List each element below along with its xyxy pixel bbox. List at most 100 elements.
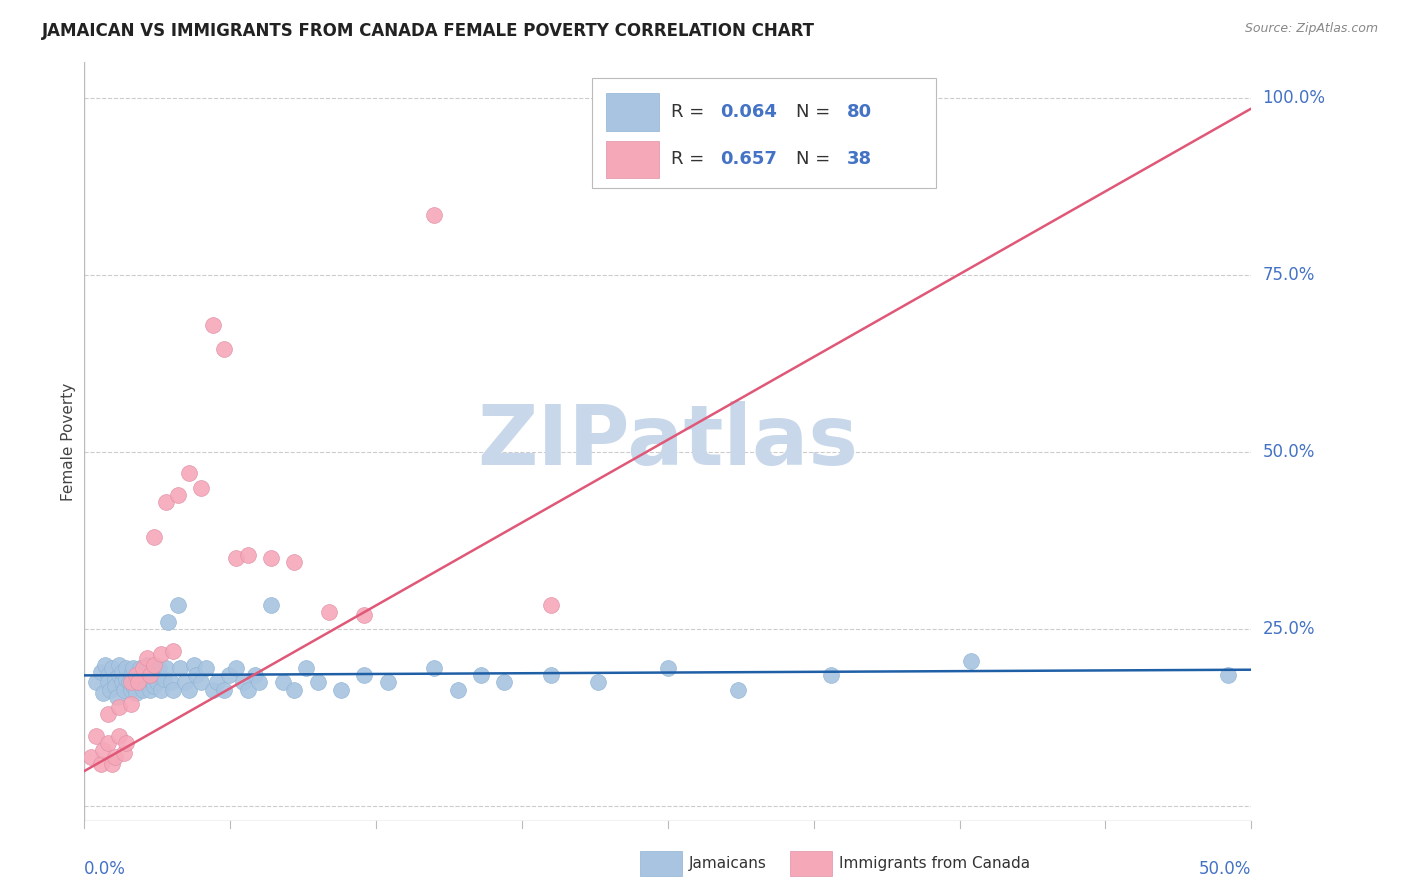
Point (108, 729, 131, 743)
Point (143, 679, 166, 693)
FancyBboxPatch shape (592, 78, 936, 187)
Point (115, 672, 138, 686)
Point (129, 661, 152, 675)
Point (125, 668, 148, 682)
Text: 0.0%: 0.0% (84, 860, 127, 878)
Text: 0.064: 0.064 (720, 103, 778, 120)
Point (143, 657, 166, 672)
Point (112, 747, 135, 761)
Text: ZIPatlas: ZIPatlas (478, 401, 858, 482)
Point (143, 530, 166, 544)
Point (162, 643, 184, 657)
Point (540, 668, 562, 682)
Point (138, 672, 160, 686)
Text: 38: 38 (846, 151, 872, 169)
Text: 50.0%: 50.0% (1263, 443, 1315, 461)
Point (90, 756, 112, 771)
Point (120, 668, 142, 682)
Point (148, 661, 170, 675)
Text: R =: R = (671, 151, 710, 169)
Point (377, 675, 399, 690)
Point (94, 657, 117, 672)
Point (225, 551, 247, 566)
Point (447, 682, 470, 697)
Point (91, 686, 114, 700)
Point (960, 654, 983, 668)
Point (820, 668, 842, 682)
Point (104, 679, 127, 693)
Point (183, 657, 205, 672)
Point (307, 675, 329, 690)
Point (155, 661, 177, 675)
Point (97, 736, 120, 750)
Point (353, 608, 375, 623)
Point (112, 682, 135, 697)
Point (295, 661, 318, 675)
Text: N =: N = (796, 103, 837, 120)
Point (271, 675, 294, 690)
Point (236, 548, 259, 562)
Point (150, 682, 173, 697)
Point (136, 657, 159, 672)
Point (132, 661, 155, 675)
Text: 25.0%: 25.0% (1263, 620, 1315, 639)
Point (122, 679, 145, 693)
Point (97, 668, 120, 682)
Point (1216, 668, 1239, 682)
Point (132, 668, 155, 682)
Point (125, 672, 148, 686)
Point (249, 675, 271, 690)
Text: 80: 80 (846, 103, 872, 120)
Text: 50.0%: 50.0% (1199, 860, 1251, 878)
Point (423, 208, 446, 222)
Point (122, 661, 145, 675)
Point (243, 668, 266, 682)
Point (423, 661, 446, 675)
Point (157, 615, 180, 630)
Point (101, 756, 124, 771)
Point (283, 555, 305, 569)
Text: Immigrants from Canada: Immigrants from Canada (839, 856, 1031, 871)
Point (260, 598, 283, 612)
Point (101, 661, 124, 675)
Point (179, 682, 201, 697)
Point (190, 675, 212, 690)
Point (190, 481, 212, 495)
Text: Jamaicans: Jamaicans (689, 856, 766, 871)
Point (186, 668, 208, 682)
Point (108, 668, 131, 682)
Point (84, 675, 107, 690)
Point (132, 682, 155, 697)
Text: JAMAICAN VS IMMIGRANTS FROM CANADA FEMALE POVERTY CORRELATION CHART: JAMAICAN VS IMMIGRANTS FROM CANADA FEMAL… (42, 22, 815, 40)
Point (353, 668, 375, 682)
Text: Source: ZipAtlas.com: Source: ZipAtlas.com (1244, 22, 1378, 36)
Text: 75.0%: 75.0% (1263, 266, 1315, 284)
Point (218, 668, 240, 682)
Text: N =: N = (796, 151, 837, 169)
Point (145, 675, 167, 690)
Point (90, 665, 112, 679)
Point (260, 551, 283, 566)
Point (115, 736, 138, 750)
Point (166, 598, 188, 612)
Point (194, 661, 217, 675)
Point (115, 661, 138, 675)
Point (214, 343, 236, 357)
Point (91, 743, 114, 757)
Point (134, 675, 156, 690)
Point (127, 675, 149, 690)
Point (201, 682, 224, 697)
Point (111, 675, 134, 690)
Point (111, 665, 134, 679)
Point (169, 661, 191, 675)
Point (201, 318, 224, 332)
Point (214, 682, 236, 697)
Point (80, 750, 103, 764)
Text: 100.0%: 100.0% (1263, 89, 1326, 107)
Point (330, 682, 353, 697)
Point (97, 675, 120, 690)
Point (104, 750, 127, 764)
Point (120, 697, 142, 711)
Point (138, 682, 160, 697)
Point (138, 668, 160, 682)
